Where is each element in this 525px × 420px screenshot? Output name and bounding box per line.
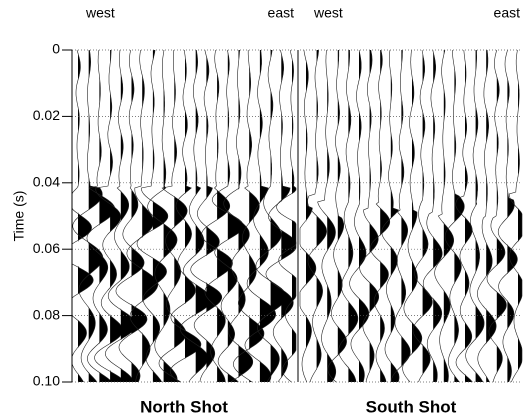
wiggle-fill <box>348 50 358 382</box>
wiggle-trace <box>126 49 159 383</box>
wiggle-trace <box>391 50 411 383</box>
wiggle-trace <box>255 49 287 383</box>
wiggle-fill <box>443 50 454 382</box>
wiggle-trace <box>276 49 297 383</box>
wiggle-fill <box>380 50 390 382</box>
wiggle-trace <box>434 49 455 383</box>
wiggle-trace <box>299 49 317 383</box>
wiggle-fill <box>99 50 115 382</box>
wiggle-trace <box>381 49 400 383</box>
wiggle-fill <box>327 50 336 382</box>
wiggle-trace <box>72 49 104 383</box>
wiggle-trace <box>244 49 277 383</box>
wiggle-fill <box>475 50 485 382</box>
wiggle-fill <box>369 50 379 382</box>
wiggle-trace <box>179 49 212 383</box>
y-tick-label: 0.10 <box>33 373 60 389</box>
wiggle-fill <box>292 50 296 382</box>
wiggle-trace <box>201 49 233 383</box>
wiggle-fill <box>496 50 507 382</box>
wiggle-fill <box>359 50 369 382</box>
panel-right-label: east <box>494 5 521 21</box>
panel-title: North Shot <box>140 397 228 416</box>
wiggle-fill <box>518 50 522 382</box>
wiggle-fill <box>206 50 222 382</box>
wiggle-fill <box>433 50 443 382</box>
wiggle-fill <box>110 50 125 382</box>
wiggle-fill <box>131 50 147 382</box>
wiggle-trace <box>190 49 223 383</box>
wiggle-trace <box>359 49 379 383</box>
wiggle-trace <box>265 49 297 383</box>
wiggle-fill <box>185 50 201 382</box>
wiggle-fill <box>390 50 400 382</box>
wiggle-fill <box>401 50 411 382</box>
wiggle-trace <box>497 49 518 383</box>
wiggle-trace <box>476 49 497 383</box>
panel-left-label: west <box>85 5 115 21</box>
wiggle-trace <box>71 49 94 383</box>
wiggle-trace <box>169 49 202 383</box>
wiggle-trace <box>317 49 337 383</box>
wiggle-fill <box>454 50 465 382</box>
wiggle-trace <box>327 49 347 383</box>
wiggle-trace <box>136 49 169 383</box>
y-tick-label: 0.02 <box>33 107 60 123</box>
wiggle-trace <box>444 49 465 383</box>
wiggle-fill <box>142 50 158 382</box>
wiggle-fill <box>316 50 327 382</box>
wiggle-trace <box>147 49 178 383</box>
wiggle-trace <box>486 49 507 383</box>
wiggle-trace <box>115 49 148 383</box>
wiggle-trace <box>402 49 423 383</box>
wiggle-fill <box>152 50 168 382</box>
wiggle-trace <box>465 49 485 383</box>
wiggle-trace <box>508 49 523 383</box>
panel-left-label: west <box>313 5 343 21</box>
wiggle-fill <box>306 50 316 382</box>
wiggle-trace <box>369 49 391 383</box>
wiggle-fill <box>195 50 212 382</box>
wiggle-trace <box>158 49 188 383</box>
wiggle-trace <box>412 49 433 383</box>
wiggle-fill <box>422 50 433 382</box>
y-tick-label: 0.06 <box>33 240 60 256</box>
wiggle-fill <box>227 50 244 382</box>
wiggle-trace <box>349 49 370 383</box>
panel-title: South Shot <box>366 397 457 416</box>
wiggle-trace <box>338 50 359 383</box>
y-axis-label: Time (s) <box>11 191 27 242</box>
wiggle-fill <box>163 50 178 382</box>
panel-right-label: east <box>268 5 295 21</box>
y-tick-label: 0.08 <box>33 306 60 322</box>
wiggle-trace <box>455 49 473 383</box>
wiggle-trace <box>422 49 443 383</box>
wiggle-fill <box>281 50 296 382</box>
wiggle-trace <box>307 49 327 383</box>
wiggle-trace <box>223 49 254 383</box>
y-tick-label: 0 <box>52 41 60 57</box>
y-tick-label: 0.04 <box>33 174 60 190</box>
wiggle-fill <box>238 50 253 382</box>
